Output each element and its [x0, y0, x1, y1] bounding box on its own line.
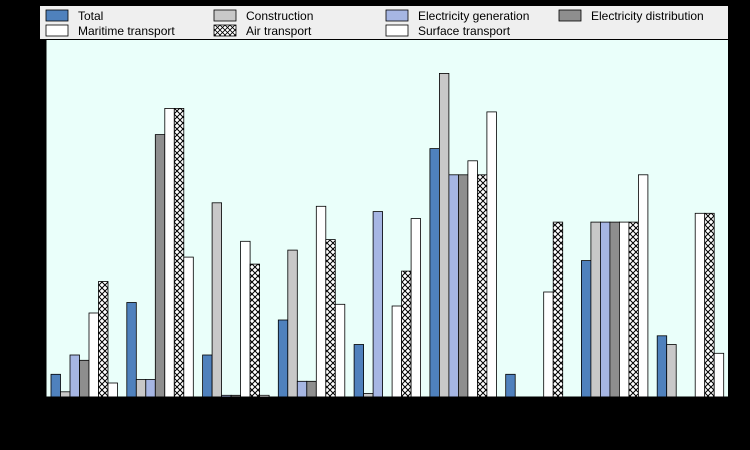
- bar-maritime-transport-4: [315, 205, 327, 398]
- legend-swatch-total: [45, 9, 69, 22]
- bar-construction-8: [590, 221, 601, 398]
- bar-electricity-generation-1: [69, 354, 80, 398]
- bar-air-transport-1: [98, 281, 109, 398]
- bar-maritime-transport-9: [694, 212, 706, 398]
- bar-total-4: [277, 319, 289, 398]
- bar-surface-transport-6: [486, 111, 497, 398]
- bar-total-6: [429, 148, 440, 398]
- bar-electricity-generation-4: [296, 380, 308, 398]
- legend-label-construction: Construction: [246, 9, 313, 23]
- legend: Total Construction Electricity generation E…: [45, 9, 704, 38]
- bar-electricity-generation-8: [600, 221, 611, 398]
- bar-surface-transport-9: [713, 352, 725, 398]
- bar-maritime-transport-5: [391, 305, 403, 398]
- legend-label-maritime-transport: Maritime transport: [78, 24, 175, 38]
- legend-swatch-electricity-generation: [385, 9, 409, 22]
- bar-maritime-transport-1: [88, 312, 99, 398]
- bar-surface-transport-4: [334, 303, 346, 398]
- legend-background: [40, 6, 728, 39]
- axes: [43, 40, 729, 401]
- bar-construction-9: [666, 344, 677, 398]
- bar-electricity-distribution-2: [154, 134, 166, 398]
- bar-construction-1: [60, 391, 71, 398]
- bar-surface-transport-5: [410, 218, 422, 398]
- bar-air-transport-4: [325, 239, 336, 398]
- legend-swatch-maritime-transport: [45, 24, 69, 37]
- bar-air-transport-7: [552, 221, 564, 398]
- bar-maritime-transport-3: [240, 240, 251, 398]
- bar-construction-5: [363, 393, 374, 398]
- bar-surface-transport-1: [107, 382, 118, 398]
- legend-label-total: Total: [78, 9, 103, 23]
- legend-label-electricity-generation: Electricity generation: [418, 9, 529, 23]
- bar-construction-4: [287, 249, 298, 398]
- bar-construction-6: [438, 73, 450, 398]
- bar-air-transport-5: [401, 270, 412, 398]
- bar-air-transport-8: [628, 221, 639, 398]
- bar-maritime-transport-8: [619, 221, 630, 398]
- bar-electricity-generation-2: [145, 379, 156, 398]
- bar-air-transport-6: [476, 174, 488, 398]
- bar-electricity-generation-6: [448, 174, 459, 398]
- bar-total-8: [581, 260, 592, 398]
- legend-label-surface-transport: Surface transport: [418, 24, 511, 38]
- bar-electricity-distribution-4: [306, 380, 317, 398]
- bar-total-1: [50, 373, 61, 398]
- bar-air-transport-2: [173, 108, 185, 398]
- bar-electricity-distribution-1: [79, 359, 90, 398]
- bar-maritime-transport-2: [164, 108, 175, 398]
- legend-swatch-surface-transport: [385, 24, 409, 37]
- bar-total-5: [353, 344, 365, 398]
- legend-swatch-electricity-distribution: [558, 9, 582, 22]
- legend-label-air-transport: Air transport: [246, 24, 312, 38]
- legend-label-electricity-distribution: Electricity distribution: [591, 9, 704, 23]
- bar-total-2: [126, 302, 137, 398]
- bar-electricity-generation-5: [372, 211, 384, 398]
- bar-maritime-transport-6: [467, 160, 478, 398]
- bar-electricity-distribution-6: [457, 174, 469, 398]
- bar-total-3: [202, 354, 213, 398]
- bar-air-transport-9: [704, 212, 715, 398]
- legend-swatch-construction: [213, 9, 237, 22]
- bar-maritime-transport-7: [543, 291, 554, 398]
- bar-electricity-distribution-8: [609, 221, 620, 398]
- bar-surface-transport-2: [183, 256, 194, 398]
- bar-air-transport-3: [249, 263, 261, 398]
- bar-total-9: [656, 335, 668, 398]
- bar-surface-transport-8: [638, 174, 649, 398]
- bar-total-7: [505, 373, 516, 398]
- legend-swatch-air-transport: [213, 24, 237, 37]
- bar-construction-2: [135, 379, 147, 398]
- bar-construction-3: [211, 202, 223, 398]
